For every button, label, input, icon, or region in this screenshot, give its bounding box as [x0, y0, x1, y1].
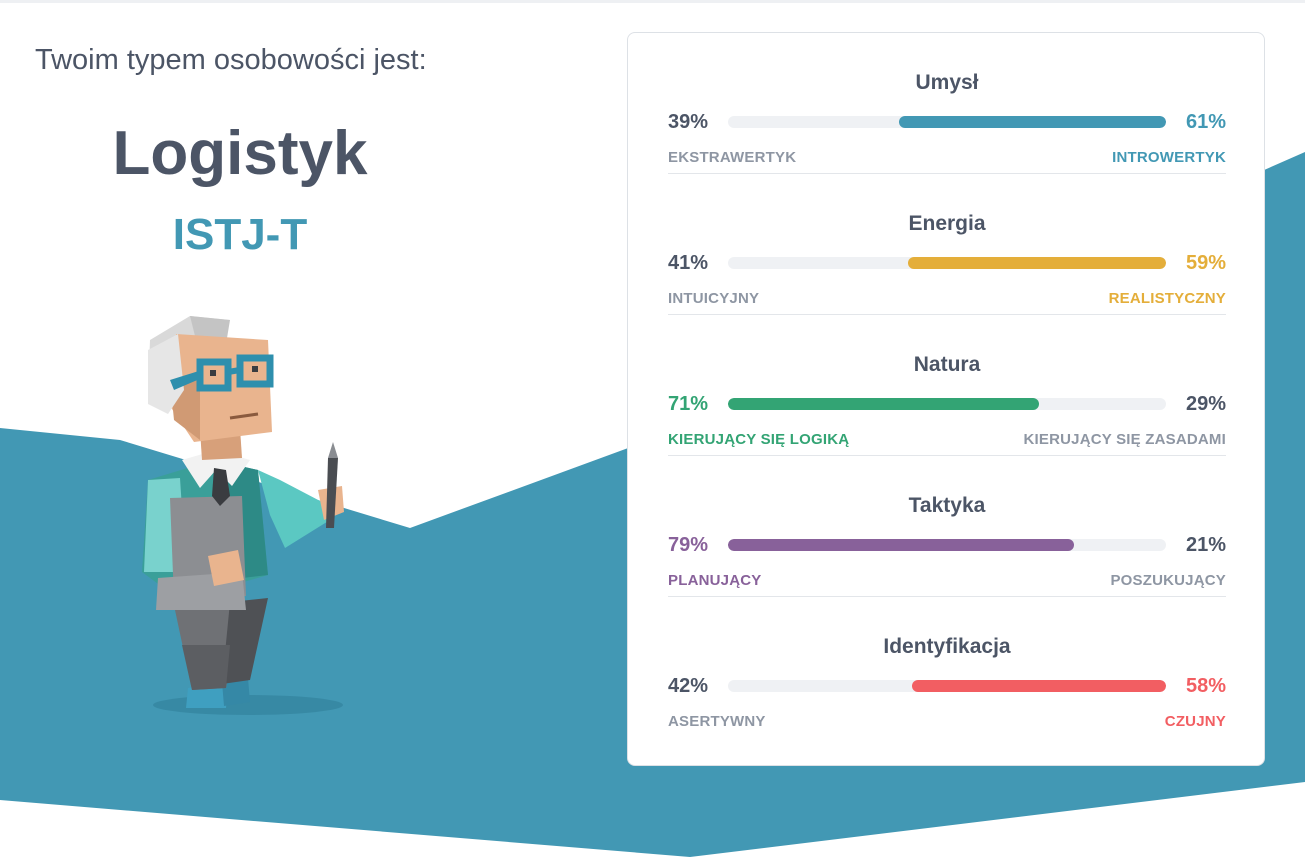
trait-left-label: EKSTRAWERTYK	[668, 149, 797, 166]
trait-bar	[728, 680, 1166, 692]
trait-bar	[728, 539, 1166, 551]
trait-nature: Natura 71% 29% KIERUJĄCY SIĘ LOGIKĄ KIER…	[668, 315, 1226, 456]
trait-title: Umysł	[915, 71, 979, 94]
trait-left-percent: 39%	[668, 111, 709, 133]
trait-left-percent: 42%	[668, 675, 709, 697]
trait-bar	[728, 116, 1166, 128]
trait-title: Identyfikacja	[883, 635, 1011, 658]
trait-right-percent: 29%	[1185, 393, 1226, 415]
trait-title: Natura	[913, 353, 981, 376]
trait-right-label: POSZUKUJĄCY	[1110, 572, 1226, 589]
trait-tactics: Taktyka 79% 21% PLANUJĄCY POSZUKUJĄCY	[668, 456, 1226, 597]
trait-left-label: PLANUJĄCY	[668, 572, 762, 589]
trait-bar-fill	[728, 539, 1074, 551]
result-intro: Twoim typem osobowości jest:	[35, 44, 427, 76]
trait-bar-fill	[912, 680, 1166, 692]
trait-energy: Energia 41% 59% INTUICYJNY REALISTYCZNY	[668, 174, 1226, 315]
trait-right-label: REALISTYCZNY	[1108, 290, 1226, 307]
logistician-character-illustration	[142, 316, 344, 715]
trait-identity: Identyfikacja 42% 58% ASERTYWNY CZUJNY	[668, 597, 1226, 738]
trait-bar	[728, 398, 1166, 410]
trait-right-label: CZUJNY	[1164, 713, 1226, 730]
traits-card: Umysł 39% 61% EKSTRAWERTYK INTROWERTYK E…	[627, 32, 1265, 766]
trait-right-percent: 21%	[1185, 534, 1226, 556]
personality-type-name: Logistyk	[112, 119, 368, 188]
trait-left-percent: 41%	[668, 252, 709, 274]
trait-right-percent: 59%	[1185, 252, 1226, 274]
personality-type-code: ISTJ-T	[172, 210, 308, 259]
trait-title: Taktyka	[908, 494, 986, 517]
trait-title: Energia	[908, 212, 986, 235]
trait-bar-fill	[908, 257, 1166, 269]
trait-mind: Umysł 39% 61% EKSTRAWERTYK INTROWERTYK	[668, 33, 1226, 174]
trait-right-label: INTROWERTYK	[1112, 149, 1226, 166]
trait-right-percent: 58%	[1185, 675, 1226, 697]
trait-bar-fill	[899, 116, 1166, 128]
trait-right-label: KIERUJĄCY SIĘ ZASADAMI	[1023, 431, 1226, 448]
trait-left-percent: 79%	[668, 534, 709, 556]
trait-left-label: INTUICYJNY	[668, 290, 760, 307]
trait-right-percent: 61%	[1185, 111, 1226, 133]
trait-left-percent: 71%	[668, 393, 709, 415]
trait-bar	[728, 257, 1166, 269]
trait-left-label: KIERUJĄCY SIĘ LOGIKĄ	[668, 431, 850, 448]
trait-left-label: ASERTYWNY	[668, 713, 766, 730]
top-divider	[0, 0, 1305, 3]
trait-bar-fill	[728, 398, 1039, 410]
